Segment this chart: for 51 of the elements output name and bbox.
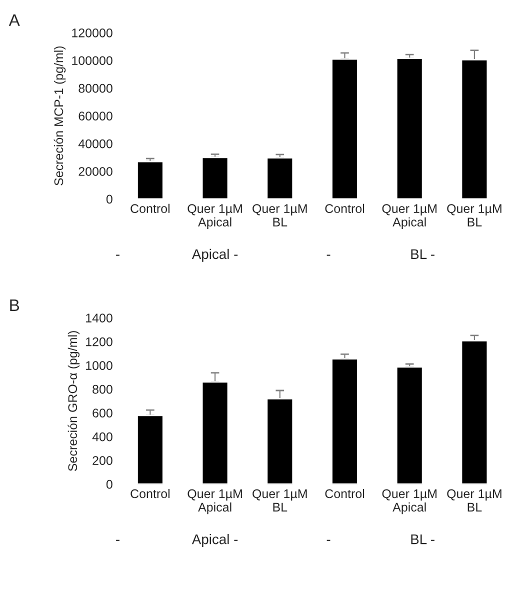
x-tick-label: Quer 1µM BL — [447, 204, 502, 226]
bar — [396, 366, 424, 484]
y-tick-label: 1400 — [86, 314, 112, 322]
y-tick-label: 0 — [106, 480, 112, 489]
bar — [460, 340, 488, 484]
y-tick-label: 0 — [106, 194, 112, 204]
y-tick-label: 200 — [92, 456, 112, 465]
bar — [136, 414, 164, 484]
y-tick-label: 600 — [92, 408, 112, 418]
x-tick-label: Control — [130, 488, 170, 498]
y-tick-label: 120000 — [72, 28, 112, 38]
bar — [266, 398, 294, 484]
bar — [201, 156, 229, 199]
x-tick-label: Quer 1µM BL — [447, 489, 502, 512]
bar — [460, 59, 488, 199]
text: BL - — [411, 534, 434, 544]
y-tick-label: 60000 — [78, 112, 112, 120]
y-axis-title: Secreción GRO-α (pg/ml) — [68, 331, 80, 472]
x-tick-label: Control — [130, 204, 170, 214]
text: Apical - — [192, 248, 238, 262]
bar — [201, 381, 229, 484]
y-tick-label: 1000 — [86, 361, 112, 370]
text: BL - — [411, 249, 434, 259]
bar — [266, 157, 294, 199]
y-tick-label: 40000 — [78, 139, 112, 148]
text: - — [326, 540, 330, 541]
bar — [136, 160, 164, 199]
y-axis-title: Secreción MCP-1 (pg/ml) — [54, 46, 66, 186]
y-tick-label: 100000 — [72, 56, 112, 66]
x-tick-label: Quer 1µM Apical — [382, 489, 436, 514]
y-tick-label: 20000 — [78, 167, 112, 176]
bar — [331, 358, 358, 484]
text: - — [116, 254, 120, 256]
x-tick-label: Control — [325, 204, 364, 214]
text: - — [326, 254, 330, 256]
y-tick-label: 1200 — [86, 337, 112, 346]
y-tick-label: 80000 — [78, 84, 112, 93]
text: - — [116, 540, 120, 541]
x-tick-label: Control — [325, 488, 364, 498]
chart-title: A — [8, 14, 20, 26]
chart-title: B — [10, 300, 20, 312]
bar — [396, 58, 424, 199]
text: Apical - — [192, 534, 238, 547]
bar — [331, 58, 358, 199]
x-tick-label: Quer 1µM BL — [252, 204, 307, 226]
x-tick-label: Quer 1µM Apical — [382, 204, 436, 229]
y-tick-label: 400 — [92, 432, 112, 442]
x-tick-label: Quer 1µM Apical — [188, 489, 242, 514]
y-tick-label: 800 — [92, 384, 112, 394]
x-tick-label: Quer 1µM Apical — [188, 204, 242, 229]
x-tick-label: Quer 1µM BL — [252, 489, 307, 512]
